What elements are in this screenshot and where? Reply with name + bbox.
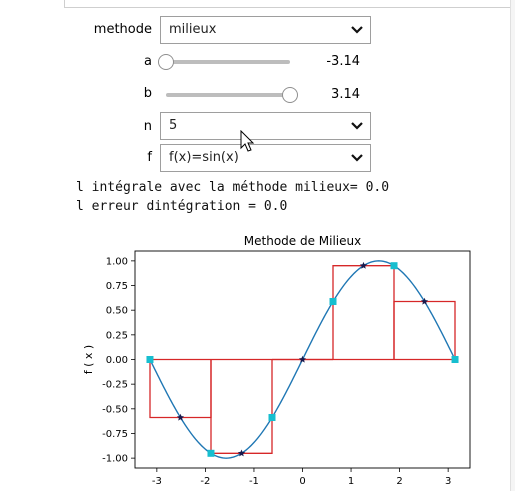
y-tick-label: 1.00 (106, 256, 128, 267)
output-error-line: l erreur dintégration = 0.0 (76, 199, 288, 214)
chevron-down-icon (351, 154, 363, 162)
chart-title: Methode de Milieux (244, 234, 361, 248)
midpoint-star-marker (359, 261, 368, 269)
chevron-down-icon (351, 26, 363, 34)
chevron-down-icon (351, 122, 363, 130)
f-label: f (147, 150, 152, 165)
endpoint-marker (329, 298, 337, 306)
f-value: f(x)=sin(x) (169, 150, 239, 165)
methode-label: methode (93, 22, 152, 37)
a-slider-handle[interactable] (158, 54, 175, 70)
y-tick-label: 0.50 (106, 306, 128, 317)
x-tick-label: 3 (445, 476, 451, 487)
endpoint-marker (207, 449, 215, 457)
scrollbar[interactable] (510, 0, 515, 491)
endpoint-marker (451, 356, 459, 363)
n-dropdown[interactable]: 5 (160, 112, 371, 140)
y-tick-label: -0.50 (102, 404, 128, 415)
f-dropdown[interactable]: f(x)=sin(x) (160, 144, 371, 172)
n-label: n (143, 119, 152, 134)
b-label: b (143, 86, 152, 101)
a-value: -3.14 (326, 54, 360, 69)
output-integral-line: l intégrale avec la méthode milieux= 0.0 (76, 180, 390, 195)
a-label: a (144, 54, 152, 69)
x-tick-label: -2 (200, 476, 210, 487)
b-slider-handle[interactable] (281, 87, 298, 103)
x-tick-label: 2 (396, 476, 402, 487)
x-tick-label: -3 (152, 476, 162, 487)
y-tick-label: 0.00 (106, 355, 128, 366)
endpoint-marker (146, 356, 154, 363)
mouse-pointer-icon (240, 130, 255, 152)
midpoint-star-marker (298, 355, 307, 363)
x-tick-label: -1 (249, 476, 259, 487)
x-tick-label: 0 (299, 476, 305, 487)
y-axis-label: f ( x ) (82, 345, 95, 374)
cell-frame (64, 0, 515, 8)
y-tick-label: -0.75 (102, 429, 128, 440)
y-tick-label: -1.00 (102, 454, 128, 465)
a-slider-track[interactable] (166, 60, 290, 64)
x-tick-label: 1 (348, 476, 354, 487)
endpoint-marker (268, 413, 276, 421)
y-tick-label: -0.25 (102, 380, 128, 391)
y-tick-label: 0.25 (106, 330, 128, 341)
midpoint-star-marker (176, 413, 185, 421)
b-slider-track[interactable] (166, 93, 290, 97)
methode-de-milieux-chart: Methode de Milieux f ( x ) -3 -2 -1 0 1 2 3 1.00 0… (82, 234, 471, 487)
midpoint-star-marker (237, 449, 246, 457)
methode-value: milieux (169, 22, 217, 37)
y-tick-label: 0.75 (106, 281, 128, 292)
n-value: 5 (169, 118, 178, 133)
midpoint-star-marker (420, 297, 429, 305)
b-value: 3.14 (331, 87, 360, 102)
endpoint-marker (390, 262, 398, 270)
methode-dropdown[interactable]: milieux (160, 16, 371, 44)
